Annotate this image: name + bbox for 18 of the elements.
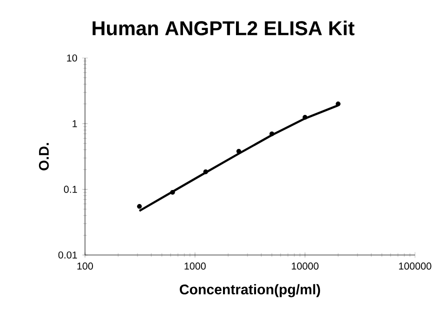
x-tick-label: 1000 (184, 262, 206, 270)
chart-title: Human ANGPTL2 ELISA Kit (92, 20, 354, 36)
y-tick-label: 1 (72, 120, 77, 128)
y-tick-label: 0.1 (64, 186, 77, 193)
point (170, 190, 175, 195)
point (137, 204, 142, 209)
point (269, 131, 274, 136)
point (236, 148, 242, 154)
point (302, 114, 308, 120)
y-axis-title: O.D. (38, 143, 49, 170)
point (336, 102, 341, 106)
x-tick-label: 10000 (292, 262, 319, 270)
y-tick-label: 0.01 (58, 251, 77, 259)
point (203, 169, 208, 174)
x-tick-label: 100 (77, 262, 93, 270)
x-axis-title: Concentration(pg/ml) (180, 284, 320, 298)
x-tick-label: 100000 (399, 262, 432, 270)
y-tick-label: 10 (67, 54, 78, 62)
